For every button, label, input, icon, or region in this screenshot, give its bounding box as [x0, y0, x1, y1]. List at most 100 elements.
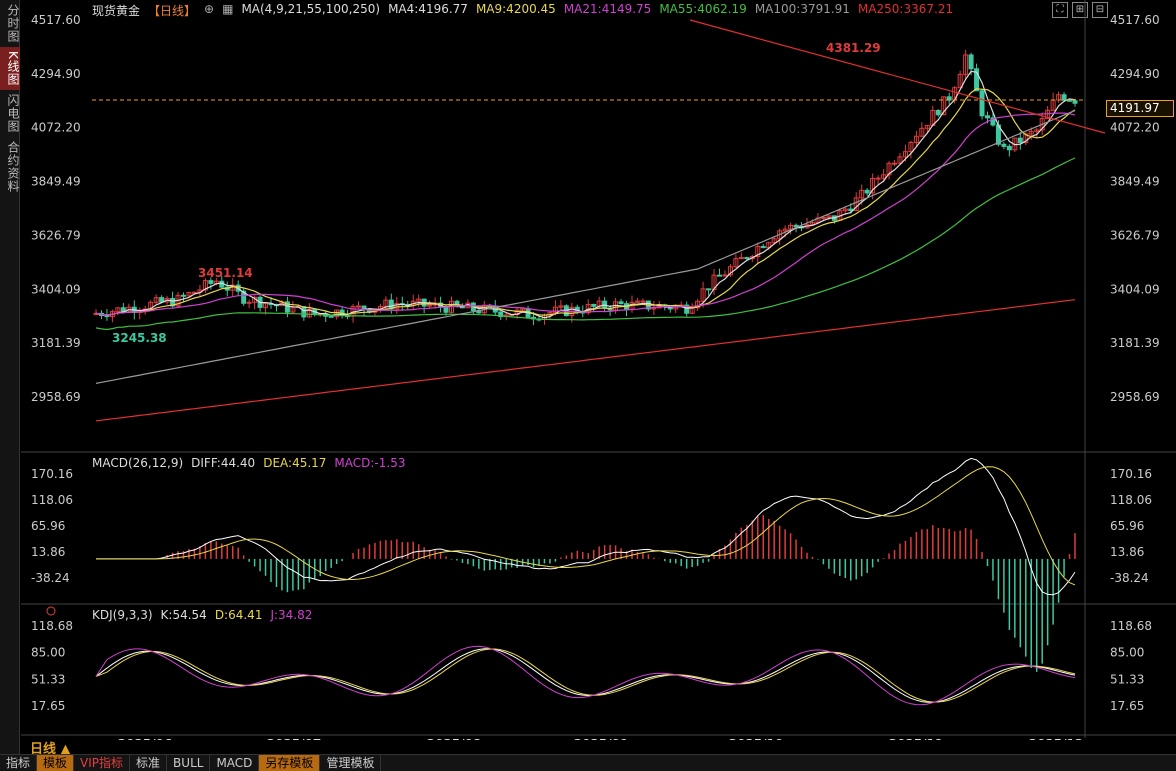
candle-body	[263, 302, 269, 308]
macd-title: MACD(26,12,9)	[92, 456, 184, 470]
price-axis-label-right: 3626.79	[1110, 228, 1160, 242]
sidebar-item-kline[interactable]: K线图	[0, 47, 20, 90]
candle-body	[760, 246, 766, 249]
candle-body	[957, 73, 963, 89]
macd-header: MACD(26,12,9) DIFF:44.40 DEA:45.17 MACD:…	[92, 456, 405, 470]
low-annotation: 3245.38	[112, 331, 167, 345]
candle-body	[301, 306, 307, 318]
time-axis-label: 2025/08	[427, 737, 481, 740]
kline-chart[interactable]: 4517.60 4517.60 4294.90 4294.90 4072.20 4072.…	[21, 0, 1176, 740]
bottom-toolbar: 指标 模板 VIP指标 标准 BULL MACD 另存模板 管理模板	[0, 754, 1176, 771]
price-axis-label-left: 3181.39	[31, 336, 81, 350]
candle-body	[181, 294, 187, 297]
period-selector[interactable]: 日线 ▲	[30, 738, 71, 757]
tab-indicators[interactable]: 指标	[0, 755, 38, 771]
candle-body	[974, 68, 980, 92]
tab-templates[interactable]: 模板	[37, 755, 75, 771]
candle-body	[558, 305, 564, 308]
tab-save-template[interactable]: 另存模板	[259, 755, 321, 771]
candle-body	[591, 304, 597, 307]
candle-body	[924, 124, 930, 129]
ma9-value: MA9:4200.45	[475, 2, 556, 16]
symbol-name: 现货黄金	[92, 4, 141, 18]
fullscreen-icon[interactable]: ⛶	[1052, 2, 1068, 18]
price-axis-label-left: 3849.49	[31, 175, 81, 189]
candle-body	[826, 215, 832, 218]
caret-up-icon: ▲	[60, 742, 71, 757]
candle-body	[170, 297, 176, 307]
grid-icon[interactable]: ▦	[222, 2, 234, 16]
tab-bull[interactable]: BULL	[167, 755, 211, 771]
sidebar-item-flash[interactable]: 闪电图	[6, 93, 20, 133]
kdj-title: KDJ(9,3,3)	[92, 608, 153, 622]
kdj-header: KDJ(9,3,3) K:54.54 D:64.41 J:34.82	[92, 608, 312, 622]
candle-body	[919, 127, 925, 137]
candle-body	[716, 274, 722, 277]
candle-body	[979, 90, 985, 117]
candle-body	[700, 288, 706, 302]
candle-body	[788, 224, 794, 230]
macd-axis-label-right: 13.86	[1110, 545, 1144, 559]
macd-axis-label-left: -38.24	[31, 571, 70, 585]
add-icon[interactable]: ⊕	[204, 2, 215, 16]
candle-body	[782, 228, 788, 232]
kdj-k-line	[95, 648, 1076, 703]
time-axis-label: 2025/11	[889, 737, 943, 740]
window-toolbar: ⛶ ⊞ ⊟	[1052, 2, 1108, 18]
candle-body	[793, 224, 799, 228]
candle-body	[684, 304, 690, 314]
tab-standard[interactable]: 标准	[130, 755, 168, 771]
split-icon[interactable]: ⊞	[1072, 2, 1088, 18]
candle-body	[356, 305, 362, 308]
candle-body	[809, 222, 815, 225]
candle-body	[990, 117, 996, 126]
sidebar-item-contract-info[interactable]: 合约资料	[6, 140, 20, 193]
macd-axis-label-right: -38.24	[1110, 571, 1149, 585]
candle-body	[208, 280, 214, 284]
candle-body	[722, 274, 728, 277]
price-axis-label-left: 3626.79	[31, 228, 81, 242]
candle-body	[1067, 99, 1073, 102]
price-axis-label-right: 3404.09	[1110, 282, 1160, 296]
macd-axis-label-left: 118.06	[31, 493, 73, 507]
candle-body	[416, 298, 422, 302]
tab-manage-templates[interactable]: 管理模板	[320, 755, 382, 771]
trend-line	[689, 19, 1106, 134]
ma9-line	[95, 88, 1076, 316]
period-label: 日线	[30, 742, 57, 757]
candle-body	[1072, 100, 1078, 104]
tab-macd[interactable]: MACD	[210, 755, 260, 771]
kdj-axis-label-left: 51.33	[31, 672, 65, 686]
tab-vip-indicators[interactable]: VIP指标	[74, 755, 131, 771]
ma4-line	[95, 70, 1076, 319]
price-axis-label-right: 3181.39	[1110, 336, 1160, 350]
candle-body	[1001, 143, 1007, 147]
period-badge[interactable]: 【日线】	[148, 4, 197, 18]
candle-body	[771, 238, 777, 244]
layout-icon[interactable]: ⊟	[1092, 2, 1108, 18]
kdj-d: D:64.41	[214, 608, 263, 622]
candle-body	[848, 208, 854, 212]
macd-diff: DIFF:44.40	[191, 456, 256, 470]
candle-body	[892, 162, 898, 165]
kdj-axis-label-left: 85.00	[31, 646, 65, 660]
macd-axis-label-left: 65.96	[31, 519, 65, 533]
candle-body	[520, 308, 526, 311]
ma100-line	[95, 109, 1076, 384]
candle-body	[334, 309, 340, 318]
candle-body	[842, 208, 848, 212]
candle-body	[153, 297, 159, 303]
ma100-value: MA100:3791.91	[754, 2, 850, 16]
kdj-d-line	[95, 648, 1076, 703]
ma55-line	[95, 157, 1076, 331]
price-axis-label-right: 4294.90	[1110, 67, 1160, 81]
candle-body	[634, 300, 640, 303]
sidebar-item-timeshare[interactable]: 分时图	[6, 4, 20, 43]
candle-body	[1017, 137, 1023, 144]
macd-axis-label-left: 170.16	[31, 467, 73, 481]
price-axis-label-left: 4294.90	[31, 67, 81, 81]
macd-dea: DEA:45.17	[263, 456, 327, 470]
macd-dea-line	[96, 466, 1076, 586]
time-axis-label: 2025/10	[729, 737, 783, 740]
candle-body	[935, 109, 941, 116]
